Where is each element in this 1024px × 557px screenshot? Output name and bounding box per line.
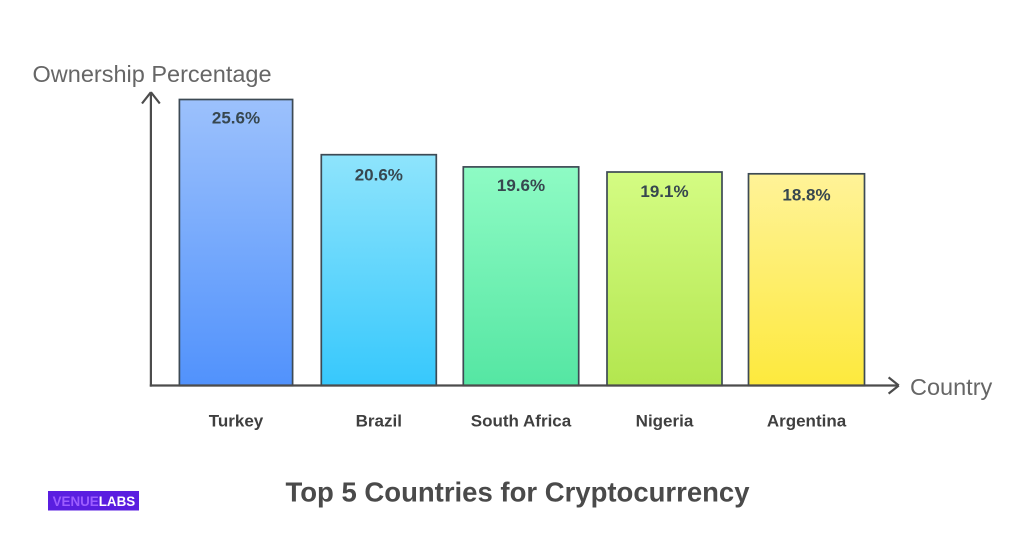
svg-text:Turkey: Turkey [209,412,264,431]
svg-text:18.8%: 18.8% [782,185,830,204]
svg-text:19.1%: 19.1% [640,182,688,201]
svg-text:Nigeria: Nigeria [636,412,694,431]
svg-text:VENUELABS: VENUELABS [53,494,136,509]
svg-text:South Africa: South Africa [471,412,572,431]
svg-text:19.6%: 19.6% [497,176,545,195]
svg-text:Brazil: Brazil [356,412,402,431]
svg-text:Country: Country [910,374,993,400]
svg-text:Top 5 Countries for Cryptocurr: Top 5 Countries for Cryptocurrency [286,476,751,507]
svg-text:20.6%: 20.6% [355,166,403,185]
svg-text:Ownership Percentage: Ownership Percentage [33,61,272,87]
svg-text:25.6%: 25.6% [212,109,260,128]
svg-text:Argentina: Argentina [767,412,847,431]
